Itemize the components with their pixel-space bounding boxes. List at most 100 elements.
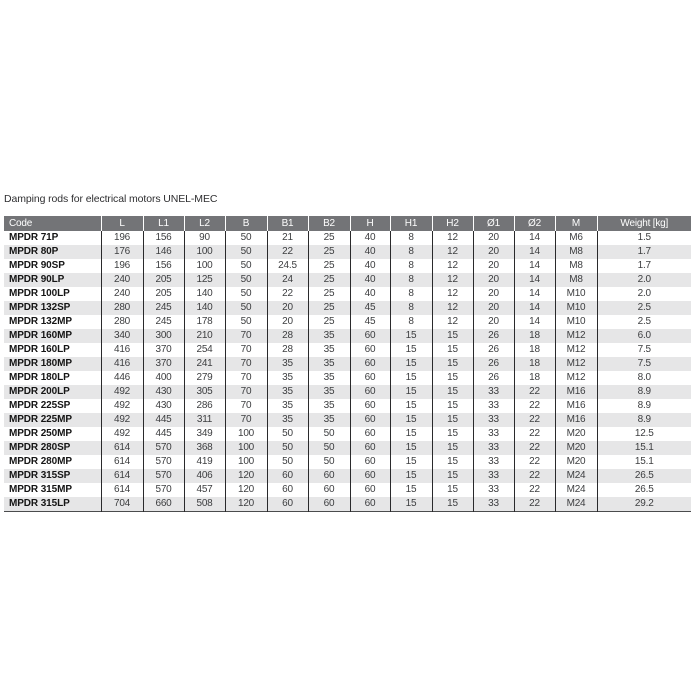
value-cell: 614	[100, 469, 143, 483]
value-cell: 419	[183, 455, 225, 469]
value-cell: 492	[100, 399, 143, 413]
value-cell: 300	[142, 329, 184, 343]
value-cell: 50	[224, 301, 267, 315]
value-cell: 14	[513, 245, 555, 259]
value-cell: 22	[513, 455, 555, 469]
table-row: MPDR 315LP 704 660 508 120 60 60 60 15 15 33 22 M24 2…	[4, 497, 691, 512]
value-cell: 15	[431, 427, 473, 441]
value-cell: 40	[349, 231, 390, 245]
value-cell: 570	[142, 441, 184, 455]
value-cell: 50	[266, 427, 308, 441]
value-cell: 156	[142, 231, 184, 245]
value-cell: 50	[224, 287, 267, 301]
value-cell: 2.0	[596, 287, 691, 301]
column-header-2: Ø2	[513, 216, 555, 231]
row-code-cell: MPDR 225MP	[4, 413, 101, 427]
value-cell: 14	[513, 301, 555, 315]
value-cell: 60	[349, 455, 390, 469]
value-cell: 368	[183, 441, 225, 455]
row-code-cell: MPDR 132MP	[4, 315, 101, 329]
column-header-b1: B1	[266, 216, 308, 231]
value-cell: 50	[224, 273, 267, 287]
column-header-h2: H2	[431, 216, 473, 231]
value-cell: 25	[307, 273, 350, 287]
value-cell: 492	[100, 413, 143, 427]
value-cell: M24	[554, 483, 597, 497]
value-cell: 22	[266, 245, 308, 259]
value-cell: 25	[307, 231, 350, 245]
value-cell: 280	[100, 315, 143, 329]
value-cell: 15	[431, 343, 473, 357]
value-cell: 22	[513, 399, 555, 413]
table-row: MPDR 90LP 240 205 125 50 24 25 40 8 12 20 14 M8 2.0	[4, 273, 691, 287]
value-cell: M16	[554, 413, 597, 427]
value-cell: 25	[307, 259, 350, 273]
value-cell: 370	[142, 357, 184, 371]
value-cell: 311	[183, 413, 225, 427]
value-cell: 245	[142, 301, 184, 315]
value-cell: 90	[183, 231, 225, 245]
value-cell: 614	[100, 441, 143, 455]
value-cell: 33	[472, 441, 514, 455]
value-cell: 45	[349, 315, 390, 329]
table-row: MPDR 225SP 492 430 286 70 35 35 60 15 15 33 22 M16 8.…	[4, 399, 691, 413]
value-cell: 100	[224, 427, 267, 441]
column-header-b: B	[224, 216, 267, 231]
value-cell: 25	[307, 301, 350, 315]
row-code-cell: MPDR 315LP	[4, 497, 101, 512]
value-cell: M16	[554, 399, 597, 413]
value-cell: 12	[431, 315, 473, 329]
value-cell: 240	[100, 287, 143, 301]
value-cell: M16	[554, 385, 597, 399]
table-row: MPDR 315SP 614 570 406 120 60 60 60 15 15 33 22 M24 2…	[4, 469, 691, 483]
value-cell: 8.9	[596, 399, 691, 413]
value-cell: 50	[224, 315, 267, 329]
value-cell: 614	[100, 455, 143, 469]
value-cell: 2.5	[596, 315, 691, 329]
value-cell: 430	[142, 385, 184, 399]
value-cell: 70	[224, 399, 267, 413]
value-cell: 196	[100, 231, 143, 245]
value-cell: 45	[349, 301, 390, 315]
value-cell: 15	[431, 469, 473, 483]
value-cell: 8	[389, 315, 432, 329]
value-cell: 8.9	[596, 385, 691, 399]
value-cell: 2.5	[596, 301, 691, 315]
value-cell: M24	[554, 497, 597, 512]
value-cell: 1.7	[596, 245, 691, 259]
row-code-cell: MPDR 160MP	[4, 329, 101, 343]
value-cell: 22	[513, 413, 555, 427]
value-cell: 15	[389, 385, 432, 399]
value-cell: 14	[513, 273, 555, 287]
value-cell: 50	[224, 259, 267, 273]
value-cell: 20	[472, 245, 514, 259]
header-row: Code L L1 L2 B B1 B2 H H1 H2 Ø1 Ø2 M Weight [kg]	[4, 216, 691, 231]
value-cell: 245	[142, 315, 184, 329]
row-code-cell: MPDR 71P	[4, 231, 101, 245]
table-row: MPDR 90SP 196 156 100 50 24.5 25 40 8 12 20 14 M8 1.7	[4, 259, 691, 273]
value-cell: 492	[100, 427, 143, 441]
value-cell: 70	[224, 371, 267, 385]
value-cell: 15	[431, 441, 473, 455]
row-code-cell: MPDR 250MP	[4, 427, 101, 441]
value-cell: M12	[554, 343, 597, 357]
value-cell: 20	[266, 301, 308, 315]
value-cell: 340	[100, 329, 143, 343]
value-cell: 100	[183, 245, 225, 259]
value-cell: M8	[554, 245, 597, 259]
value-cell: 50	[307, 427, 350, 441]
value-cell: 50	[266, 455, 308, 469]
value-cell: 445	[142, 413, 184, 427]
value-cell: M10	[554, 301, 597, 315]
value-cell: 15	[431, 413, 473, 427]
value-cell: 305	[183, 385, 225, 399]
column-header-code: Code	[4, 216, 101, 231]
value-cell: 12	[431, 245, 473, 259]
value-cell: 6.0	[596, 329, 691, 343]
value-cell: 24	[266, 273, 308, 287]
value-cell: 15	[431, 399, 473, 413]
value-cell: 15	[389, 469, 432, 483]
value-cell: M12	[554, 357, 597, 371]
value-cell: 12.5	[596, 427, 691, 441]
row-code-cell: MPDR 180MP	[4, 357, 101, 371]
